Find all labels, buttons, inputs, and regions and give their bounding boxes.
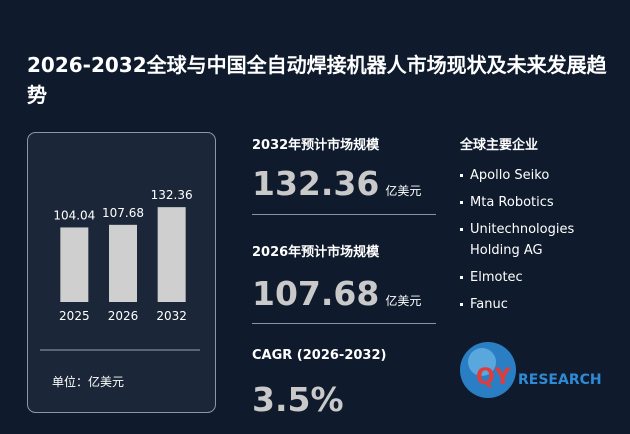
stat-unit: 亿美元	[385, 294, 422, 308]
value-label: 107.68	[102, 206, 144, 220]
separator	[252, 323, 436, 324]
company: Fanuc	[460, 294, 620, 315]
logo-brand: QY	[476, 365, 512, 390]
stat-label: 2032年预计市场规模	[252, 138, 380, 153]
x-tick-label: 2025	[59, 309, 90, 323]
logo-highlight	[468, 348, 496, 376]
stat-value: 132.36	[252, 164, 380, 203]
value-label: 132.36	[151, 188, 193, 202]
stat-label: CAGR (2026-2032)	[252, 348, 387, 363]
company: Mta Robotics	[460, 192, 620, 213]
company: Apollo Seiko	[460, 165, 620, 186]
separator	[252, 214, 436, 215]
value-label: 104.04	[53, 208, 95, 222]
stat-value: 107.68	[252, 274, 380, 313]
stat-unit: 亿美元	[385, 184, 422, 198]
x-tick-label: 2032	[156, 309, 187, 323]
stat-label: 2026年预计市场规模	[252, 245, 380, 260]
stat-value: 3.5%	[252, 380, 344, 419]
x-tick-label: 2026	[108, 309, 139, 323]
companies-heading: 全球主要企业	[460, 138, 539, 153]
bar	[157, 207, 186, 302]
unit-note: 单位：亿美元	[52, 374, 124, 389]
bar	[109, 224, 137, 302]
company-list: Apollo Seiko Mta Robotics Unitechnologies …	[460, 165, 620, 321]
bar	[60, 227, 89, 302]
title: 2026-2032全球与中国全自动焊接机器人市场现状及未来发展趋势	[27, 53, 607, 107]
company: Elmotec	[460, 267, 620, 288]
logo-name: RESEARCH	[518, 372, 602, 388]
company: Unitechnologies Holding AG	[460, 219, 620, 261]
